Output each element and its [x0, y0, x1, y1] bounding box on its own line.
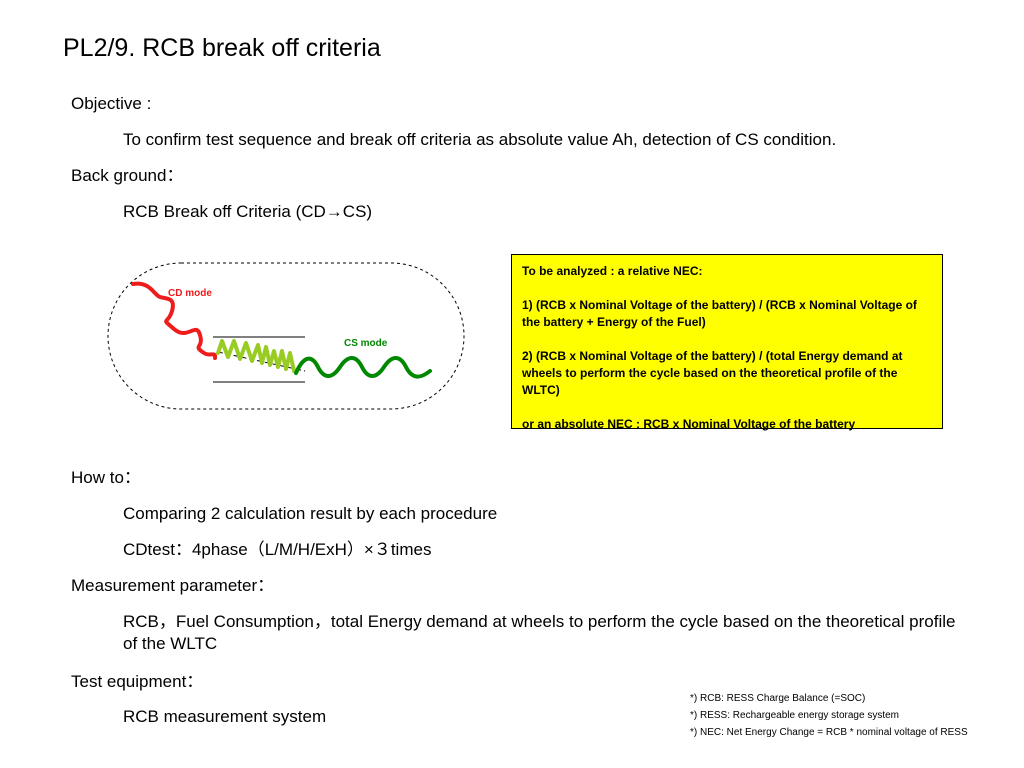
- background-heading: Back ground：: [71, 166, 184, 185]
- measurement-text: RCB，Fuel Consumption，total Energy demand…: [123, 612, 956, 653]
- callout-item-2: 2) (RCB x Nominal Voltage of the battery…: [522, 349, 903, 397]
- page-title: PL2/9. RCB break off criteria: [63, 34, 381, 62]
- footnote-rcb: *) RCB: RESS Charge Balance (=SOC): [690, 693, 866, 704]
- footnote-ress: *) RESS: Rechargeable energy storage sys…: [690, 710, 899, 721]
- objective-text: To confirm test sequence and break off c…: [123, 130, 837, 149]
- transition-wave: [216, 339, 296, 373]
- equipment-text: RCB measurement system: [123, 707, 327, 726]
- howto-line-1: Comparing 2 calculation result by each p…: [123, 504, 498, 523]
- cs-mode-label: CS mode: [344, 338, 388, 349]
- callout-item-1: 1) (RCB x Nominal Voltage of the battery…: [522, 298, 917, 329]
- cd-mode-wave: [131, 281, 218, 360]
- measurement-heading: Measurement parameter：: [71, 576, 275, 595]
- howto-line-2: CDtest：4phase（L/M/H/ExH）×３times: [123, 540, 432, 559]
- footnotes: *) RCB: RESS Charge Balance (=SOC) *) RE…: [690, 690, 968, 741]
- objective-heading: Objective :: [71, 94, 152, 113]
- background-text: RCB Break off Criteria (CD→CS): [123, 202, 373, 221]
- cd-cs-transition-diagram: CD mode CS mode: [107, 262, 465, 410]
- callout-item-3: or an absolute NEC : RCB x Nominal Volta…: [522, 417, 856, 431]
- callout-heading: To be analyzed : a relative NEC:: [522, 264, 703, 278]
- footnote-nec: *) NEC: Net Energy Change = RCB * nomina…: [690, 727, 968, 738]
- cs-mode-wave: [294, 356, 432, 379]
- dashed-boundary: [107, 262, 465, 410]
- nec-analysis-callout: To be analyzed : a relative NEC: 1) (RCB…: [511, 254, 943, 431]
- equipment-heading: Test equipment：: [71, 672, 204, 691]
- cd-mode-label: CD mode: [168, 288, 212, 299]
- howto-heading: How to：: [71, 468, 141, 487]
